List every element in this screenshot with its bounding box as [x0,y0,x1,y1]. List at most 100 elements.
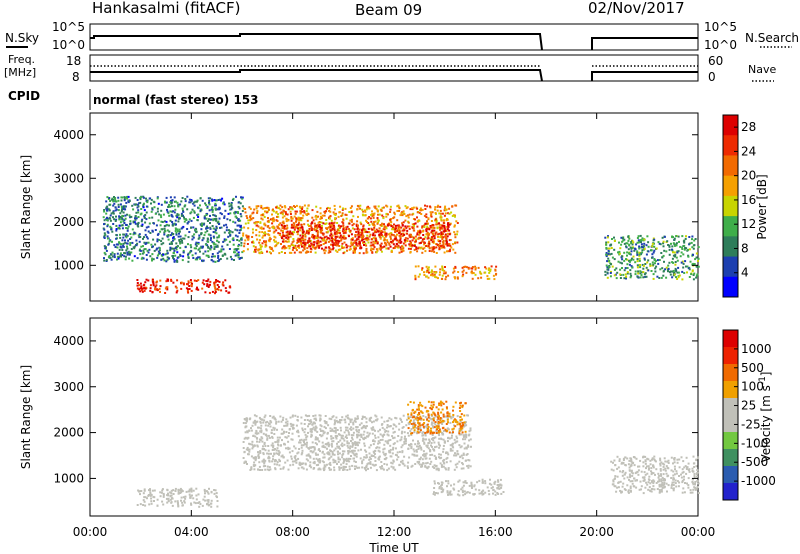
velocity-cell [355,455,358,458]
velocity-cell [307,459,310,462]
power-cell [221,197,224,200]
velocity-cell [433,441,436,444]
velocity-cell [327,453,330,456]
power-cell [147,230,150,233]
velocity-cell [267,455,270,458]
power-cell [228,285,231,288]
power-cell [197,248,200,251]
velocity-cell [172,489,175,492]
power-cell [223,239,226,242]
velocity-cell [284,461,287,464]
velocity-cell [273,417,276,420]
velocity-cell [374,419,377,422]
velocity-cell [423,455,426,458]
velocity-cell [208,487,210,490]
power-cell [103,209,106,211]
velocity-cell [276,463,279,466]
velocity-cell [278,458,281,461]
power-cell [297,230,300,233]
power-cell [255,221,258,224]
power-cell [117,199,120,202]
velocity-cell [424,465,427,468]
velocity-cell [312,461,315,464]
power-cell [322,243,325,245]
power-cell [156,233,159,236]
velocity-cell [382,451,385,454]
velocity-cell [291,432,294,435]
power-cell [240,237,243,240]
power-cell [278,252,281,255]
power-cell [156,238,159,241]
power-cell [401,214,404,217]
power-cell [409,243,412,246]
power-cell [390,250,393,253]
power-cell [414,265,417,268]
power-cell [251,236,254,238]
velocity-cell [451,445,454,448]
power-cell [370,213,373,216]
power-cell [207,278,210,281]
velocity-cell [180,496,183,499]
power-cell [324,210,327,213]
velocity-cell [420,424,423,427]
velocity-cell [386,424,389,426]
power-cell [444,229,447,232]
velocity-cell [416,454,419,457]
velocity-cell [281,432,284,435]
velocity-cell [414,443,417,446]
power-cell [657,262,660,265]
power-cell [201,223,204,225]
velocity-cell [334,461,337,464]
velocity-cell [424,434,427,437]
power-cell [211,253,214,255]
power-cell [606,236,609,239]
power-cell [314,247,317,250]
power-cell [445,236,447,239]
velocity-cell [380,461,383,463]
power-cell [692,278,695,281]
power-cell [628,252,630,255]
velocity-cell [433,454,436,457]
power-cell [233,212,236,215]
velocity-cell [257,432,260,435]
velocity-cell [413,450,416,453]
velocity-cell [137,489,140,492]
velocity-cell [275,452,278,455]
velocity-cell [161,500,164,503]
power-cell [356,220,359,223]
power-cell [293,228,296,231]
power-cell [654,267,657,270]
power-cell [426,267,429,270]
power-cell [335,232,338,235]
power-cell [109,225,112,228]
power-cell [214,204,217,207]
power-cell [137,216,140,218]
power-cell [607,257,610,260]
power-cell [695,276,698,279]
power-cell [104,246,107,249]
velocity-cell [445,468,448,471]
velocity-cell [418,463,421,466]
velocity-cell [451,443,453,446]
power-cell [200,224,203,227]
power-cell [283,225,286,228]
power-cell [172,233,175,235]
power-cell [317,225,320,228]
velocity-cell [355,426,358,428]
velocity-cell [450,417,453,420]
power-cell [646,261,649,264]
velocity-cell [324,421,327,424]
power-cell [339,248,342,251]
power-cell [489,270,492,273]
velocity-cell [396,451,399,454]
power-cell [431,240,434,243]
power-cell [644,275,647,278]
power-cell [296,223,299,226]
power-cell [426,237,429,240]
power-cell [288,231,291,234]
power-cell [437,233,440,236]
power-cell [317,221,320,224]
power-cell [176,228,179,231]
power-cell [145,254,148,256]
power-cell [674,263,677,266]
